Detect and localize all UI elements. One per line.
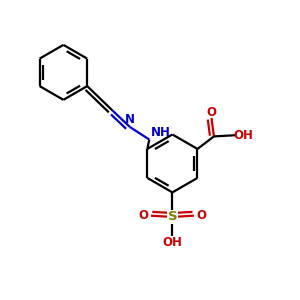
Text: O: O: [206, 106, 217, 119]
Text: OH: OH: [163, 236, 182, 249]
Text: S: S: [168, 210, 177, 224]
Text: N: N: [125, 113, 135, 126]
Text: O: O: [197, 209, 207, 222]
Text: OH: OH: [233, 129, 254, 142]
Text: NH: NH: [151, 126, 171, 139]
Text: O: O: [138, 209, 148, 222]
